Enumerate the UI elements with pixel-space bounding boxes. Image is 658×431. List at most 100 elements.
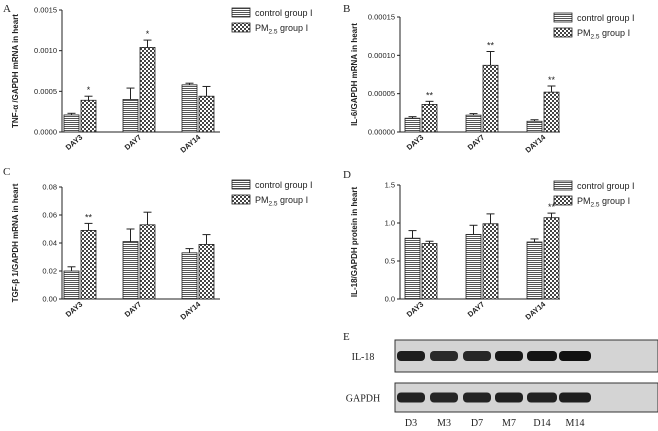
- y-tick-label: 0.04: [42, 239, 57, 248]
- blot-row-label: IL-18: [352, 352, 375, 363]
- significance-marker: **: [85, 212, 93, 222]
- y-tick-label: 0.00010: [368, 51, 395, 60]
- y-tick-label: 0.02: [42, 267, 57, 276]
- y-tick-label: 1.5: [385, 181, 395, 190]
- blot-lane-label-m14: M14: [566, 418, 585, 429]
- bar-pm25-day3: [80, 229, 97, 300]
- blot-band: [430, 351, 458, 361]
- category-label-day3: DAY3: [64, 300, 85, 319]
- category-label-day7: DAY7: [466, 133, 487, 152]
- category-label-day7: DAY7: [123, 133, 144, 152]
- legend-swatch-pm25: [231, 194, 251, 205]
- category-label-day14: DAY14: [523, 299, 547, 322]
- category-label-day14: DAY14: [178, 299, 202, 322]
- blot-band: [463, 392, 491, 403]
- legend: control group I PM2.5 group I: [553, 180, 635, 209]
- bar-control-day7: [465, 233, 482, 300]
- legend-label-pm25: PM2.5 group I: [255, 23, 308, 36]
- legend-swatch-control: [553, 180, 573, 191]
- category-label-day14: DAY14: [178, 132, 202, 155]
- y-tick-label: 0.06: [42, 211, 57, 220]
- blot-lane-label-m3: M3: [437, 418, 451, 429]
- y-axis-label: IL-18/GAPDH protein in heart: [350, 187, 359, 298]
- panel-letter-a: A: [3, 3, 11, 15]
- legend-label-pm25: PM2.5 group I: [255, 195, 308, 208]
- bar-control-day14: [181, 252, 198, 300]
- blot-lane-label-d14: D14: [533, 418, 550, 429]
- significance-marker: **: [548, 75, 556, 85]
- bar-control-day7: [122, 241, 139, 300]
- blot-band: [559, 392, 591, 403]
- legend-swatch-pm25: [553, 27, 573, 38]
- legend-label-control: control group I: [255, 180, 313, 190]
- category-label-day3: DAY3: [405, 133, 426, 152]
- bar-pm25-day7: [139, 224, 156, 300]
- bar-pm25-day7: [139, 47, 156, 133]
- y-tick-label: 0.0015: [34, 6, 57, 15]
- panel-letter-c: C: [3, 166, 10, 178]
- bar-pm25-day7: [482, 223, 499, 300]
- y-tick-label: 0.0000: [34, 128, 57, 137]
- significance-marker: **: [548, 202, 556, 212]
- legend-swatch-pm25: [553, 195, 573, 206]
- blot-lane-label-d7: D7: [471, 418, 483, 429]
- legend-label-control: control group I: [577, 13, 635, 23]
- significance-marker: **: [426, 90, 434, 100]
- legend-swatch-control: [553, 12, 573, 23]
- legend: control group I PM2.5 group I: [231, 7, 313, 36]
- bar-control-day3: [63, 270, 80, 300]
- blot-band: [397, 392, 425, 403]
- y-axis-label: IL-6/GAPDH mRNA in heart: [350, 23, 359, 126]
- western-blot: IL-18 GAPDH D3 M3 D7 M7 D14 M14: [346, 339, 658, 429]
- significance-marker: **: [487, 41, 495, 51]
- y-tick-label: 0.0010: [34, 46, 57, 55]
- panel-letter-e: E: [343, 331, 350, 343]
- y-tick-label: 0.00000: [368, 128, 395, 137]
- blot-lane-label-m7: M7: [502, 418, 516, 429]
- blot-row-gapdh: GAPDH: [346, 382, 658, 413]
- chart-panel-d: 0.0 0.5 1.0 1.5 IL-18/GAPDH protein in heart…: [350, 181, 635, 322]
- bar-control-day3: [404, 117, 421, 133]
- bar-pm25-day7: [482, 64, 499, 133]
- blot-lane-label-d3: D3: [405, 418, 417, 429]
- legend-swatch-control: [231, 179, 251, 190]
- category-label-day7: DAY7: [466, 300, 487, 319]
- blot-band: [397, 351, 425, 361]
- legend-swatch-pm25: [231, 22, 251, 33]
- bar-control-day14: [526, 241, 543, 300]
- bar-control-day3: [404, 237, 421, 300]
- blot-band: [430, 392, 458, 403]
- bar-pm25-day14: [543, 217, 560, 300]
- legend: control group I PM2.5 group I: [553, 12, 635, 41]
- blot-band: [559, 351, 591, 361]
- y-tick-label: 0.0: [385, 295, 395, 304]
- y-tick-label: 0.00: [42, 295, 57, 304]
- y-tick-label: 0.00005: [368, 89, 395, 98]
- bar-control-day7: [122, 99, 139, 133]
- legend-label-pm25: PM2.5 group I: [577, 28, 630, 41]
- panel-letter-b: B: [343, 3, 350, 15]
- bar-pm25-day14: [198, 95, 215, 133]
- bar-pm25-day14: [198, 243, 215, 300]
- significance-marker: *: [87, 85, 91, 95]
- legend: control group I PM2.5 group I: [231, 179, 313, 208]
- bar-control-day3: [63, 114, 80, 133]
- bar-control-day7: [465, 114, 482, 133]
- y-axis-label: TGF-β 1/GAPDH mRNA in heart: [11, 183, 20, 302]
- category-label-day3: DAY3: [64, 133, 85, 152]
- y-tick-label: 0.0005: [34, 87, 57, 96]
- blot-band: [495, 351, 523, 361]
- panel-letter-d: D: [343, 169, 351, 181]
- blot-band: [463, 351, 491, 361]
- y-axis-label: TNF-α /GAPDH mRNA in heart: [11, 14, 20, 128]
- category-label-day3: DAY3: [405, 300, 426, 319]
- y-tick-label: 0.00015: [368, 13, 395, 22]
- chart-panel-a: 0.0000 0.0005 0.0010 0.0015 TNF-α /GAPDH mRN…: [11, 6, 313, 155]
- blot-band: [527, 392, 557, 403]
- y-tick-label: 0.08: [42, 183, 57, 192]
- legend-label-control: control group I: [577, 181, 635, 191]
- blot-band: [527, 351, 557, 361]
- bar-control-day14: [526, 120, 543, 133]
- chart-panel-b: 0.00000 0.00005 0.00010 0.00015 IL-6/GAPDH m…: [350, 13, 635, 155]
